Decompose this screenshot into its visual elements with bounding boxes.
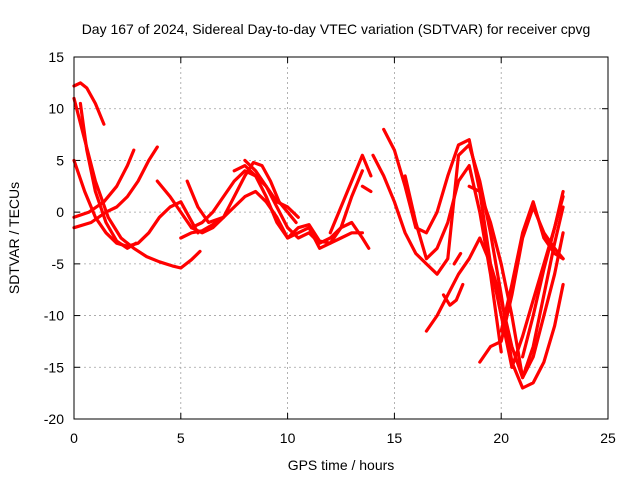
x-tick-label: 0 <box>70 430 78 446</box>
x-tick-label: 10 <box>280 430 296 446</box>
y-tick-label: 10 <box>48 101 64 117</box>
data-series <box>72 81 565 390</box>
series-line-s21 <box>467 184 565 380</box>
y-axis-label: SDTVAR / TECUs <box>6 182 22 294</box>
y-tick-label: -10 <box>44 308 64 324</box>
y-tick-label: -15 <box>44 359 64 375</box>
series-line-s5 <box>72 145 159 230</box>
y-tick-labels: -20 -15 -10 -5 0 5 10 15 <box>44 49 64 427</box>
y-tick-label: -20 <box>44 411 64 427</box>
chart-title: Day 167 of 2024, Sidereal Day-to-day VTE… <box>82 21 591 37</box>
series-line-s25 <box>520 195 565 359</box>
series-line-s12 <box>243 158 364 245</box>
series-line-s18 <box>424 205 565 380</box>
series-line-s23 <box>499 200 565 333</box>
series-line-s6 <box>78 101 138 250</box>
series-line-s4 <box>72 148 136 219</box>
x-tick-label: 25 <box>600 430 616 446</box>
series-line-s19 <box>441 282 465 307</box>
series-line-s20 <box>452 251 463 266</box>
y-tick-label: 15 <box>48 49 64 65</box>
x-tick-label: 5 <box>177 430 185 446</box>
x-tick-label: 15 <box>387 430 403 446</box>
x-axis-label: GPS time / hours <box>288 457 395 473</box>
x-tick-labels: 0 5 10 15 20 25 <box>70 430 616 446</box>
plot-frame <box>73 56 609 420</box>
series-line-s17 <box>403 164 503 354</box>
series-line-s10 <box>189 169 300 230</box>
series-line-s3 <box>72 158 200 248</box>
series-line-s13 <box>328 153 373 235</box>
series-line-s11 <box>232 164 364 250</box>
x-tick-label: 20 <box>493 430 509 446</box>
series-line-s2 <box>72 96 202 270</box>
y-tick-label: -5 <box>52 256 65 272</box>
y-tick-label: 0 <box>56 204 64 220</box>
series-line-s14 <box>360 184 373 194</box>
series-line-s1 <box>72 81 106 126</box>
y-tick-label: 5 <box>56 152 64 168</box>
